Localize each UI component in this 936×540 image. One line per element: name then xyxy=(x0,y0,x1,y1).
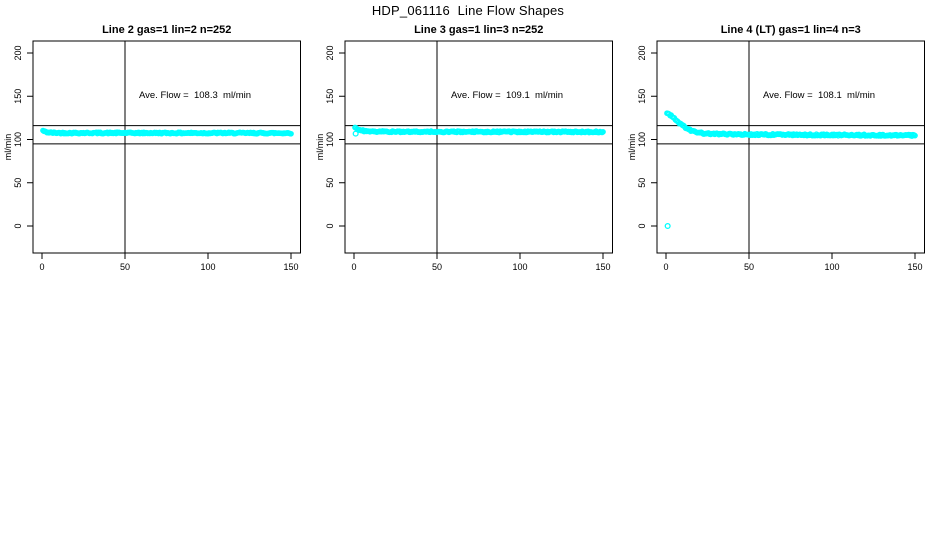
outlier-point xyxy=(664,222,671,230)
x-tick-label: 150 xyxy=(595,262,610,272)
y-tick-label: 50 xyxy=(13,178,23,188)
ave-flow-annotation: Ave. Flow = 108.3 ml/min xyxy=(139,90,251,101)
x-tick-label: 0 xyxy=(663,262,668,272)
y-tick-label: 0 xyxy=(637,223,647,228)
plot-box xyxy=(656,40,925,254)
x-tick-label: 50 xyxy=(120,262,130,272)
x-tick-label: 100 xyxy=(824,262,839,272)
outlier-point xyxy=(352,130,359,137)
plot-box xyxy=(32,40,301,254)
y-tick-label: 100 xyxy=(637,132,647,147)
panel-2: Line 3 gas=1 lin=3 n=252 0 50 100 150 200 ml/m… xyxy=(315,24,613,272)
panel-3: Line 4 (LT) gas=1 lin=4 n=3 0 50 100 150 200 m… xyxy=(627,24,925,272)
x-tick-label: 150 xyxy=(907,262,922,272)
x-tick-label: 100 xyxy=(200,262,215,272)
y-axis-label: ml/min xyxy=(3,134,13,161)
y-tick-label: 50 xyxy=(637,178,647,188)
y-tick-label: 150 xyxy=(325,89,335,104)
figure-title: HDP_061116 Line Flow Shapes xyxy=(371,3,565,18)
ave-flow-annotation: Ave. Flow = 109.1 ml/min xyxy=(451,90,563,101)
x-tick-label: 100 xyxy=(512,262,527,272)
y-tick-label: 150 xyxy=(13,89,23,104)
x-tick-label: 0 xyxy=(351,262,356,272)
panel-title: Line 4 (LT) gas=1 lin=4 n=3 xyxy=(721,24,861,36)
y-tick-label: 200 xyxy=(13,45,23,60)
x-tick-label: 0 xyxy=(39,262,44,272)
x-tick-label: 150 xyxy=(283,262,298,272)
y-tick-label: 0 xyxy=(325,223,335,228)
y-tick-label: 150 xyxy=(637,89,647,104)
data-points xyxy=(664,110,918,230)
ave-flow-annotation: Ave. Flow = 108.1 ml/min xyxy=(763,90,875,101)
y-tick-label: 100 xyxy=(325,132,335,147)
panel-title: Line 2 gas=1 lin=2 n=252 xyxy=(102,24,231,36)
plot-box xyxy=(344,40,613,254)
y-axis-label: ml/min xyxy=(627,134,637,161)
y-tick-label: 50 xyxy=(325,178,335,188)
data-points xyxy=(40,127,294,137)
y-axis-label: ml/min xyxy=(315,134,325,161)
y-tick-label: 0 xyxy=(13,223,23,228)
y-tick-label: 200 xyxy=(325,45,335,60)
x-tick-label: 50 xyxy=(744,262,754,272)
x-tick-label: 50 xyxy=(432,262,442,272)
panel-title: Line 3 gas=1 lin=3 n=252 xyxy=(414,24,543,36)
y-tick-label: 200 xyxy=(637,45,647,60)
data-points xyxy=(352,124,606,137)
y-tick-label: 100 xyxy=(13,132,23,147)
panel-1: Line 2 gas=1 lin=2 n=252 0 50 100 150 200 ml/m… xyxy=(3,24,301,272)
